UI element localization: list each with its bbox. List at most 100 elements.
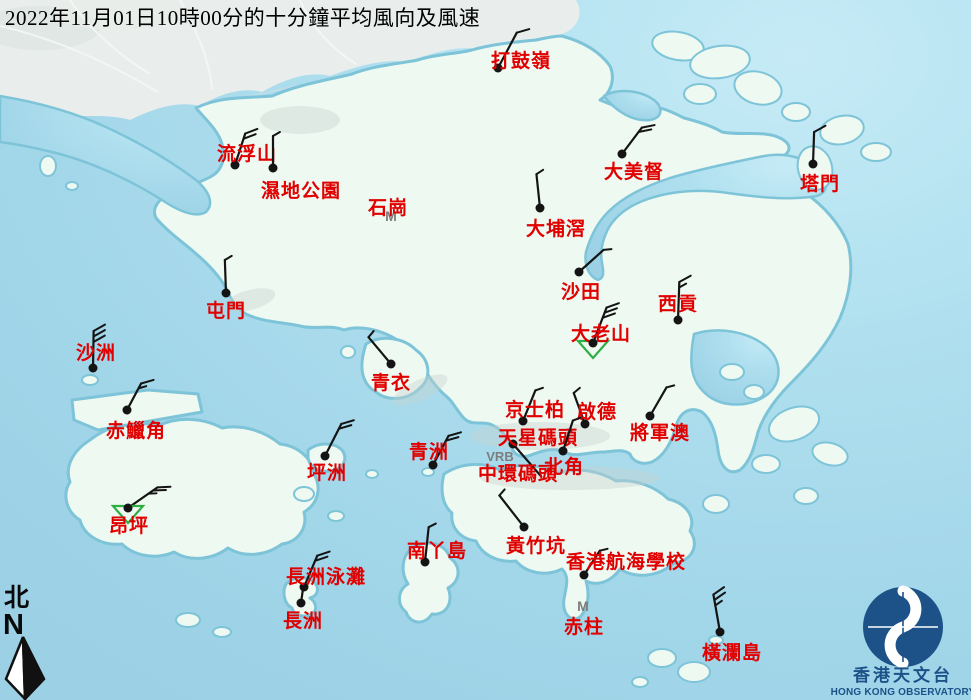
- station-label[interactable]: 大美督: [604, 160, 664, 183]
- station-dot: [579, 570, 589, 580]
- wind-barb-tick: [813, 124, 827, 134]
- wind-barb-tick: [598, 547, 609, 552]
- station-label[interactable]: 坪洲: [307, 462, 347, 484]
- station-label[interactable]: 濕地公園: [261, 179, 341, 202]
- station-stanley[interactable]: M赤柱: [564, 598, 604, 638]
- station-dot: [221, 288, 231, 298]
- station-label[interactable]: 大老山: [571, 322, 631, 345]
- wind-barb-tick: [427, 522, 437, 529]
- station-label[interactable]: 天星碼頭: [498, 427, 578, 449]
- station-hk-sea-school[interactable]: 香港航海學校: [565, 547, 686, 580]
- station-label[interactable]: 石崗: [367, 196, 408, 219]
- compass-arrow-right: [21, 636, 46, 700]
- station-label[interactable]: 塔門: [800, 172, 840, 195]
- station-label[interactable]: 黃竹坑: [506, 534, 566, 557]
- station-label[interactable]: 啟德: [577, 400, 617, 423]
- station-marker-m: M: [385, 208, 397, 224]
- wind-barb-staff: [511, 442, 543, 478]
- station-label[interactable]: 西貢: [658, 293, 698, 315]
- station-dot: [518, 416, 528, 426]
- wind-barb-tick: [605, 302, 620, 309]
- station-peng-chau[interactable]: 坪洲: [307, 419, 355, 484]
- wind-barb-tick: [92, 323, 106, 333]
- station-dot: [420, 557, 430, 567]
- airport-platform: [70, 388, 204, 432]
- wind-barb-tick: [602, 248, 613, 251]
- station-label[interactable]: 香港航海學校: [565, 550, 686, 573]
- station-shek-kong[interactable]: M石崗: [367, 196, 408, 224]
- wind-barb-staff: [648, 386, 668, 418]
- wind-barb-tick: [140, 378, 155, 385]
- wind-barb-tick: [665, 384, 676, 389]
- station-north-point[interactable]: 北角: [544, 416, 584, 478]
- station-label[interactable]: 南丫島: [407, 539, 467, 562]
- station-green-island[interactable]: 青洲: [409, 431, 462, 470]
- station-cheung-chau[interactable]: 長洲: [283, 585, 323, 632]
- station-label[interactable]: 大埔滘: [526, 217, 586, 240]
- station-label[interactable]: 京士柏: [505, 398, 565, 421]
- wind-barb-tick: [534, 386, 544, 392]
- station-tuen-mun[interactable]: 屯門: [206, 254, 246, 322]
- station-tap-mun[interactable]: 塔門: [800, 124, 840, 195]
- station-kai-tak[interactable]: 啟德: [572, 386, 617, 429]
- station-lau-fau-shan[interactable]: 流浮山: [217, 127, 277, 170]
- station-label[interactable]: 將軍澳: [630, 421, 690, 444]
- station-label[interactable]: 青洲: [409, 441, 449, 463]
- station-dot: [508, 439, 518, 449]
- station-sai-kung[interactable]: 西貢: [658, 274, 698, 325]
- station-dot: [268, 163, 278, 173]
- station-dot: [808, 159, 818, 169]
- station-chek-lap-kok[interactable]: 赤鱲角: [106, 378, 166, 442]
- wind-barb-staff: [811, 130, 816, 166]
- station-kings-park[interactable]: 京士柏: [505, 386, 565, 426]
- wind-barb-tick: [535, 168, 545, 176]
- station-marker-vrb: VRB: [486, 449, 513, 464]
- station-label[interactable]: 長洲泳灘: [286, 565, 366, 588]
- wind-barb-tick: [340, 419, 355, 425]
- station-tai-po-kau[interactable]: 大埔滘: [526, 168, 586, 240]
- station-tseung-kwan-o[interactable]: 將軍澳: [630, 384, 690, 444]
- map-title: 2022年11月01日10時00分的十分鐘平均風向及風速: [5, 6, 481, 30]
- station-ta-kwu-ling[interactable]: 打鼓嶺: [491, 28, 551, 73]
- station-label[interactable]: 長洲: [283, 610, 323, 632]
- wind-barb-staff: [423, 526, 430, 564]
- wind-barb-tick: [242, 133, 257, 140]
- station-dot: [493, 63, 503, 73]
- station-label[interactable]: 中環碼頭: [478, 462, 558, 485]
- wind-barb-tick: [244, 127, 259, 135]
- station-lamma-island[interactable]: 南丫島: [407, 522, 467, 567]
- station-label[interactable]: 赤柱: [564, 615, 604, 638]
- station-label[interactable]: 沙田: [561, 281, 601, 303]
- station-label[interactable]: 昂坪: [109, 515, 149, 537]
- station-wetland-park[interactable]: 濕地公園: [261, 131, 341, 202]
- station-tai-mei-tuk[interactable]: 大美督: [604, 124, 664, 183]
- small-islands: [39, 30, 892, 688]
- station-label[interactable]: 北角: [544, 455, 584, 478]
- station-tsing-yi[interactable]: 青衣: [367, 330, 412, 394]
- station-label[interactable]: 青衣: [371, 371, 411, 394]
- station-label[interactable]: 打鼓嶺: [491, 49, 551, 72]
- station-label[interactable]: 流浮山: [217, 142, 277, 165]
- wind-barb-tick: [713, 591, 727, 601]
- wind-barb-tick: [316, 550, 331, 557]
- station-label[interactable]: 赤鱲角: [106, 419, 166, 442]
- station-tates-cairn[interactable]: 大老山: [571, 302, 631, 360]
- station-dot: [715, 627, 725, 637]
- station-ngong-ping[interactable]: 昂坪: [109, 485, 172, 537]
- station-label[interactable]: 沙洲: [76, 342, 116, 364]
- station-waglan-island[interactable]: 橫瀾島: [702, 586, 762, 664]
- station-dot: [519, 522, 529, 532]
- station-wong-chuk-hang[interactable]: 黃竹坑: [498, 488, 566, 557]
- station-sha-chau[interactable]: 沙洲: [76, 323, 116, 373]
- station-label[interactable]: 屯門: [206, 299, 246, 322]
- station-dot: [558, 446, 568, 456]
- station-dot: [296, 598, 306, 608]
- wind-barb-staff: [561, 419, 574, 453]
- station-dot: [574, 267, 584, 277]
- station-label[interactable]: 橫瀾島: [702, 641, 762, 664]
- station-star-ferry[interactable]: 天星碼頭: [498, 427, 578, 478]
- station-sha-tin[interactable]: 沙田: [561, 248, 613, 303]
- wind-barb-tick: [603, 307, 618, 314]
- bays: [0, 89, 828, 406]
